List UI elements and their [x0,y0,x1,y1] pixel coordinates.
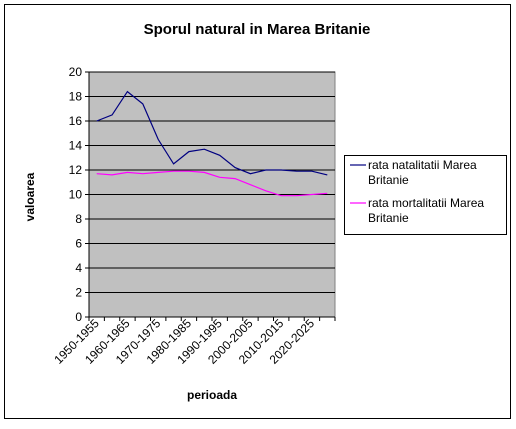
x-axis-label: perioada [187,388,237,402]
y-tick-label: 0 [75,310,82,324]
series-line-mortalitate [96,170,328,197]
chart-title: Sporul natural in Marea Britanie [144,21,371,38]
y-tick-label: 8 [75,212,82,226]
legend-label: rata mortalitatii Marea Britanie [368,196,484,225]
y-tick-label: 18 [69,90,83,104]
y-tick-label: 12 [69,163,83,177]
legend-label: rata natalitatii Marea Britanie [368,158,477,187]
y-tick-label: 6 [75,237,82,251]
y-tick-label: 14 [69,139,83,153]
y-tick-label: 2 [75,286,82,300]
y-axis-label: valoarea [23,172,37,221]
series-line-natalitate [96,90,328,176]
y-tick-label: 20 [69,65,83,79]
y-tick-label: 10 [69,188,83,202]
y-tick-label: 16 [69,114,83,128]
legend: rata natalitatii Marea Britanie rata morta… [344,155,507,235]
legend-box [344,155,507,235]
y-tick-label: 4 [75,261,82,275]
